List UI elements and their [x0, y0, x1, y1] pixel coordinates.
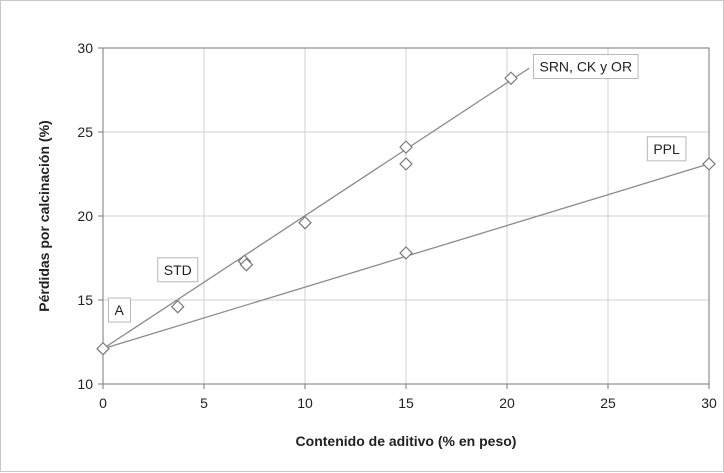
x-axis-title: Contenido de aditivo (% en peso) [296, 433, 517, 449]
data-point-diamond [170, 299, 185, 314]
data-point-diamond [298, 215, 312, 230]
data-point-diamond [504, 71, 518, 86]
annotation-label: A [107, 297, 131, 323]
y-tick-label: 25 [77, 124, 93, 140]
grid [103, 48, 709, 384]
x-tick-label: 30 [701, 395, 717, 411]
trendline-1 [102, 67, 530, 350]
y-axis-title: Pérdidas por calcinación (%) [36, 120, 52, 311]
annotation-text: PPL [653, 141, 680, 157]
data-point-diamond [399, 157, 413, 171]
data-points [96, 71, 716, 356]
annotation-label: STD [157, 257, 199, 283]
annotation-text: A [114, 302, 124, 318]
data-point-diamond [702, 157, 716, 171]
x-tick-label: 10 [297, 395, 313, 411]
y-tick-label: 15 [77, 292, 93, 308]
data-point-diamond [399, 246, 413, 260]
y-tick-label: 20 [77, 208, 93, 224]
annotation-box [532, 53, 639, 79]
x-tick-label: 20 [499, 395, 515, 411]
data-point-diamond [239, 257, 254, 272]
data-point-diamond [96, 341, 110, 356]
annotations: SRN, CK y OR PPL STD A [107, 53, 687, 323]
axis-ticks: 0 5 10 15 20 25 30 10 15 20 25 30 [77, 40, 717, 411]
data-point-diamond [399, 140, 413, 154]
annotation-label: PPL [646, 136, 687, 162]
y-tick-label: 30 [77, 40, 93, 56]
x-tick-label: 25 [600, 395, 616, 411]
x-tick-label: 0 [99, 395, 107, 411]
x-tick-label: 15 [398, 395, 414, 411]
y-tick-label: 10 [77, 376, 93, 392]
annotation-text: SRN, CK y OR [539, 58, 632, 74]
annotation-box [107, 297, 131, 323]
annotation-text: STD [164, 262, 192, 278]
annotation-box [157, 257, 199, 283]
annotation-box [646, 136, 687, 162]
annotation-label: SRN, CK y OR [532, 53, 639, 79]
x-tick-label: 5 [200, 395, 208, 411]
